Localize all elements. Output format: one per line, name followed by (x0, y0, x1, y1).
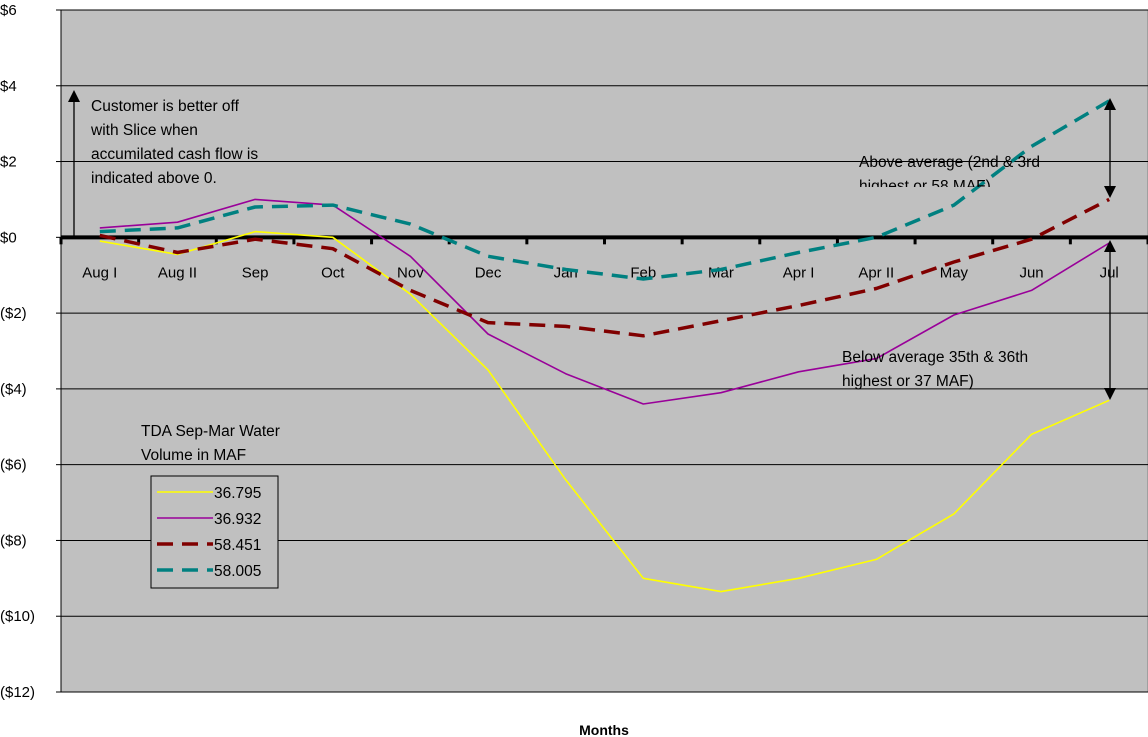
x-tick-label: Dec (475, 264, 502, 281)
annotation-line: highest or 58 MAF) (859, 178, 991, 195)
y-tick-label: ($4) (0, 381, 27, 398)
annotation-line: accumilated cash flow is (91, 146, 258, 163)
series-line-58.005 (99, 99, 1111, 281)
legend-label-58.451: 58.451 (214, 537, 261, 554)
annotation-line: Customer is better off (91, 98, 240, 115)
annotation-line: Above average (2nd & 3rd (859, 154, 1040, 171)
series-lines (99, 99, 1111, 593)
annotation-arrow-head (1104, 186, 1116, 198)
legend-title-line: Volume in MAF (141, 447, 246, 464)
legend: TDA Sep-Mar Water Volume in MAF 36.795 36.9… (141, 423, 280, 589)
x-tick-label: Aug I (82, 264, 117, 281)
annotation-line: with Slice when (90, 122, 198, 139)
annotations: Customer is better off with Slice when acc… (68, 90, 1116, 400)
x-tick-label: Jul (1100, 264, 1119, 281)
legend-label-58.005: 58.005 (214, 563, 261, 580)
y-tick-label: ($2) (0, 305, 27, 322)
annotation-line: indicated above 0. (91, 170, 217, 187)
y-tick-label: ($6) (0, 457, 27, 474)
annotation-arrow-head (1104, 98, 1116, 110)
annotation-arrow-head (1104, 240, 1116, 252)
annotation-text-above-average: Above average (2nd & 3rd highest or 58 MA… (859, 154, 1040, 195)
y-tick-label: ($10) (0, 608, 35, 625)
annotation-line: highest or 37 MAF) (842, 373, 974, 390)
annotation-arrow-head (68, 90, 80, 102)
x-tick-label: Nov (397, 264, 424, 281)
y-tick-label: $6 (0, 2, 17, 19)
x-tick-label: Oct (321, 264, 345, 281)
y-tick-label: ($8) (0, 532, 27, 549)
x-tick-label: May (940, 264, 969, 281)
y-tick-label: ($12) (0, 684, 35, 701)
series-line-58.451 (99, 197, 1110, 338)
series-line-36.932 (99, 198, 1110, 405)
legend-title: TDA Sep-Mar Water Volume in MAF (141, 423, 280, 464)
annotation-text-better-off: Customer is better off with Slice when acc… (90, 98, 258, 187)
series-line-36.795 (99, 230, 1110, 593)
y-axis-ticks: $6 $4 $2 $0 ($2) ($4) ($6) ($8) ($10) ($12) (0, 2, 62, 701)
legend-label-36.795: 36.795 (214, 485, 261, 502)
x-tick-label: Sep (242, 264, 269, 281)
y-tick-label: $0 (0, 229, 17, 246)
x-tick-label: Apr II (858, 264, 894, 281)
x-tick-label: Jan (554, 264, 578, 281)
y-tick-label: $4 (0, 78, 17, 95)
legend-label-36.932: 36.932 (214, 511, 261, 528)
x-tick-label: Jun (1019, 264, 1043, 281)
legend-title-line: TDA Sep-Mar Water (141, 423, 280, 440)
annotation-text-below-average: Below average 35th & 36th highest or 37 M… (842, 349, 1028, 390)
x-axis-label: Months (579, 722, 629, 737)
x-tick-label: Mar (708, 264, 734, 281)
x-tick-label: Aug II (158, 264, 197, 281)
x-tick-label: Apr I (783, 264, 815, 281)
x-axis-ticks: Aug I Aug II Sep Oct Nov Dec Jan Feb Mar Apr I Apr… (59, 237, 1148, 281)
annotation-arrow-head (1104, 388, 1116, 400)
annotation-line: Below average 35th & 36th (842, 349, 1028, 366)
y-tick-label: $2 (0, 154, 17, 171)
